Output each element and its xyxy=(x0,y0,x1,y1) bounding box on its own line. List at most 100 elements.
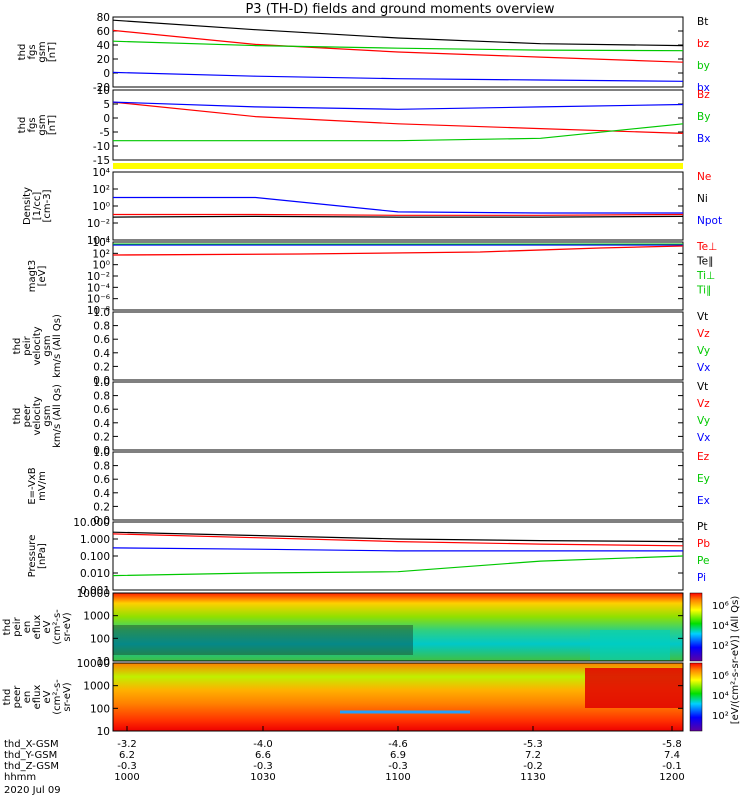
ytick-label: 0.001 xyxy=(80,585,110,597)
colorbar-tick: 10² xyxy=(712,641,729,652)
ylabel-line: [cm-3] xyxy=(42,189,53,222)
legend-entry: Pb xyxy=(697,538,710,550)
series-line-Ne xyxy=(113,213,684,216)
ylabel-line: gsm xyxy=(37,41,48,62)
ytick-label: 40 xyxy=(97,40,110,52)
ylabel-line: mV/m xyxy=(37,471,48,501)
ylabel-line: peir xyxy=(12,616,23,636)
legend-entry: Npot xyxy=(697,215,722,227)
ytick-label: 10⁻⁴ xyxy=(87,282,110,294)
xaxis-value: -5.3 xyxy=(523,739,543,750)
ylabel-line: thd xyxy=(12,408,23,425)
ylabel-line: E=-VxB xyxy=(27,467,38,504)
panel-efield xyxy=(112,451,684,521)
ytick-label: 0.4 xyxy=(93,418,110,430)
ytick-label: 10⁻⁴ xyxy=(87,235,110,247)
series-line-Ni xyxy=(112,215,684,218)
ytick-label: 0.8 xyxy=(93,461,110,473)
colorbar-tick: 10⁴ xyxy=(712,621,729,632)
legend-entry: Vx xyxy=(697,362,710,374)
peir-spectrogram xyxy=(113,593,683,661)
ytick-label: 0 xyxy=(103,113,110,125)
panel-peer-eflux xyxy=(112,662,684,732)
series-line-Bz xyxy=(112,101,684,134)
legend-entry: Te⊥ xyxy=(696,241,717,253)
ylabel-line: thd xyxy=(12,338,23,355)
ylabel-line: velocity xyxy=(32,396,43,435)
ylabel-line: Pressure xyxy=(27,535,38,578)
ytick-label: 5 xyxy=(103,99,110,111)
legend-entry: bz xyxy=(697,38,710,50)
ytick-label: 10⁻⁶ xyxy=(87,294,110,306)
xaxis-value: -4.6 xyxy=(388,739,408,750)
ytick-label: 1000 xyxy=(83,611,110,623)
xaxis-value: 1130 xyxy=(520,772,545,783)
ytick-label: 1.000 xyxy=(80,534,110,546)
panel-peir-velocity xyxy=(112,311,684,381)
ytick-label: 0.8 xyxy=(93,391,110,403)
ylabel-line: en xyxy=(22,621,33,634)
legend-entry: Vz xyxy=(697,328,710,340)
ylabel-line: [1/cc] xyxy=(32,192,43,221)
colorbar-label: [eV/(cm²-s-sr-eV)] (All Qs) xyxy=(730,596,741,725)
ytick-label: 1.0 xyxy=(93,377,110,389)
legend-entry: Bx xyxy=(697,133,710,145)
legend-entry: Bz xyxy=(697,89,710,101)
ytick-label: 10 xyxy=(97,656,110,668)
legend-entry: Vt xyxy=(697,311,708,323)
ytick-label: 0.0 xyxy=(93,375,110,387)
ytick-label: 0.4 xyxy=(93,348,110,360)
ylabel-line: fgs xyxy=(27,117,38,132)
ylabel-line: eflux xyxy=(32,685,43,710)
legend-entry: Vy xyxy=(697,345,710,357)
legend-entry: Ey xyxy=(697,473,710,485)
xaxis-value: 1200 xyxy=(659,772,684,783)
xaxis-value: 6.9 xyxy=(390,750,406,761)
ylabel-line: thd xyxy=(17,117,28,134)
ylabel-line: magt3 xyxy=(27,260,38,293)
ylabel-line: (cm²-s- xyxy=(52,609,63,645)
colorbar-tick: 10⁶ xyxy=(712,601,729,612)
ytick-label: 0.8 xyxy=(93,321,110,333)
colorbar-peer xyxy=(689,662,703,732)
peer-spectrogram-hot xyxy=(585,668,683,708)
ylabel-line: eV xyxy=(42,620,53,633)
ylabel-line: eV xyxy=(42,690,53,703)
ylabel-line: [nPa] xyxy=(37,543,48,569)
ytick-label: 80 xyxy=(97,12,110,24)
panel-density xyxy=(112,171,684,241)
ytick-label: 1.0 xyxy=(93,447,110,459)
ylabel-line: km/s (All Qs) xyxy=(52,384,63,448)
ylabel-line: en xyxy=(22,691,33,704)
legend-entry: Vz xyxy=(697,398,710,410)
xaxis-value: -0.3 xyxy=(388,761,408,772)
ytick-label: 60 xyxy=(97,26,110,38)
ytick-label: 0.2 xyxy=(93,361,110,373)
panel-fgs-gsm xyxy=(112,16,684,88)
ytick-label: -20 xyxy=(93,82,110,94)
ytick-label: 0.2 xyxy=(93,501,110,513)
colorbar-tick: 10⁶ xyxy=(712,671,729,682)
ytick-label: -15 xyxy=(93,155,110,167)
ytick-label: 100 xyxy=(90,633,110,645)
peir-spectrogram-noise xyxy=(113,625,413,655)
panel-peir-eflux xyxy=(112,592,684,662)
ytick-label: 10⁰ xyxy=(92,260,110,272)
xaxis-value: 6.2 xyxy=(119,750,135,761)
ytick-label: 100 xyxy=(90,703,110,715)
quality-bar xyxy=(113,163,683,169)
peir-spectrogram-high-ext xyxy=(590,630,670,660)
ylabel-line: gsm xyxy=(42,335,53,356)
ylabel-line: [nT] xyxy=(47,115,58,135)
ylabel-line: fgs xyxy=(27,44,38,59)
ytick-label: 0.0 xyxy=(93,515,110,527)
xaxis-date: 2020 Jul 09 xyxy=(4,785,61,796)
legend-entry: Pe xyxy=(697,555,709,567)
ytick-label: 1000 xyxy=(83,681,110,693)
ylabel-line: eflux xyxy=(32,615,43,640)
series-line-Pt xyxy=(112,531,684,543)
legend-entry: By xyxy=(697,111,710,123)
ytick-label: 10000 xyxy=(77,658,110,670)
series-line-Bx xyxy=(112,101,684,110)
